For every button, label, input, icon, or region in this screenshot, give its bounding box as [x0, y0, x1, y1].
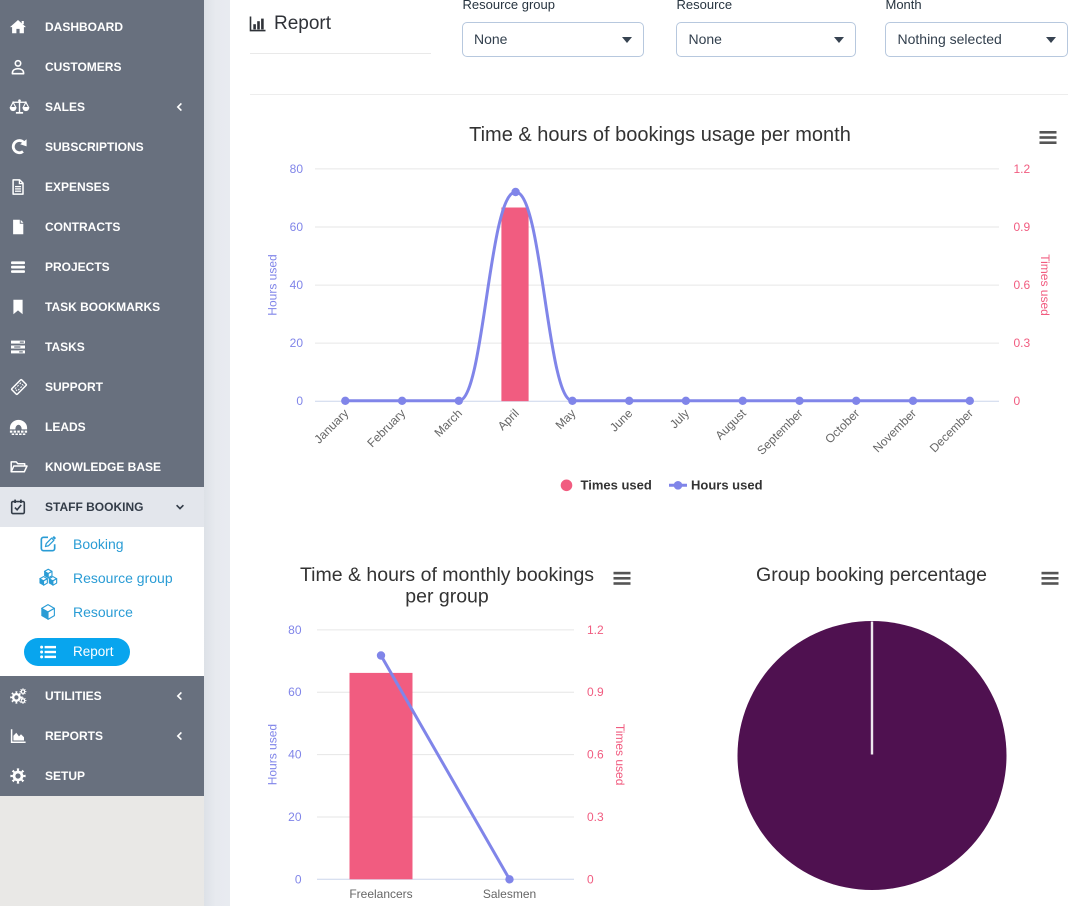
svg-text:August: August: [713, 406, 750, 443]
svg-text:April: April: [495, 406, 522, 433]
svg-text:Freelancers: Freelancers: [349, 887, 412, 901]
svg-text:Hours used: Hours used: [266, 724, 280, 785]
svg-text:60: 60: [290, 220, 304, 234]
svg-text:Time & hours of monthly bookin: Time & hours of monthly bookings: [300, 564, 594, 586]
svg-text:Times used: Times used: [1038, 254, 1052, 316]
svg-text:0: 0: [1014, 394, 1021, 408]
svg-text:1.2: 1.2: [587, 623, 604, 637]
svg-text:July: July: [667, 406, 692, 431]
svg-text:60: 60: [288, 685, 302, 699]
svg-text:per group: per group: [405, 586, 489, 608]
svg-text:40: 40: [288, 748, 302, 762]
svg-text:80: 80: [290, 162, 304, 176]
svg-text:Times used: Times used: [613, 724, 627, 786]
svg-text:80: 80: [288, 623, 302, 637]
svg-text:40: 40: [290, 278, 304, 292]
svg-text:February: February: [364, 406, 408, 450]
svg-text:Group booking percentage: Group booking percentage: [756, 564, 987, 586]
svg-text:March: March: [431, 406, 464, 439]
svg-text:0: 0: [295, 872, 302, 886]
svg-text:0: 0: [587, 872, 594, 886]
svg-text:January: January: [311, 406, 351, 446]
svg-text:1.2: 1.2: [1014, 162, 1031, 176]
svg-text:0.6: 0.6: [1014, 278, 1031, 292]
svg-text:0.9: 0.9: [1014, 220, 1031, 234]
svg-text:0.3: 0.3: [587, 810, 604, 824]
svg-text:September: September: [754, 406, 805, 457]
svg-text:Salesmen: Salesmen: [483, 887, 536, 901]
svg-text:20: 20: [290, 336, 304, 350]
svg-text:0: 0: [296, 394, 303, 408]
svg-text:Time & hours of bookings usage: Time & hours of bookings usage per month: [469, 124, 851, 146]
svg-text:Times used: Times used: [581, 478, 652, 493]
svg-text:0.6: 0.6: [587, 748, 604, 762]
svg-text:Hours used: Hours used: [266, 254, 280, 315]
svg-text:November: November: [870, 406, 919, 455]
svg-text:December: December: [927, 406, 976, 455]
svg-text:May: May: [553, 406, 579, 432]
svg-text:October: October: [822, 406, 862, 446]
svg-text:Hours used: Hours used: [691, 478, 763, 493]
svg-text:0.9: 0.9: [587, 685, 604, 699]
svg-text:20: 20: [288, 810, 302, 824]
svg-text:0.3: 0.3: [1014, 336, 1031, 350]
svg-text:June: June: [607, 406, 636, 435]
